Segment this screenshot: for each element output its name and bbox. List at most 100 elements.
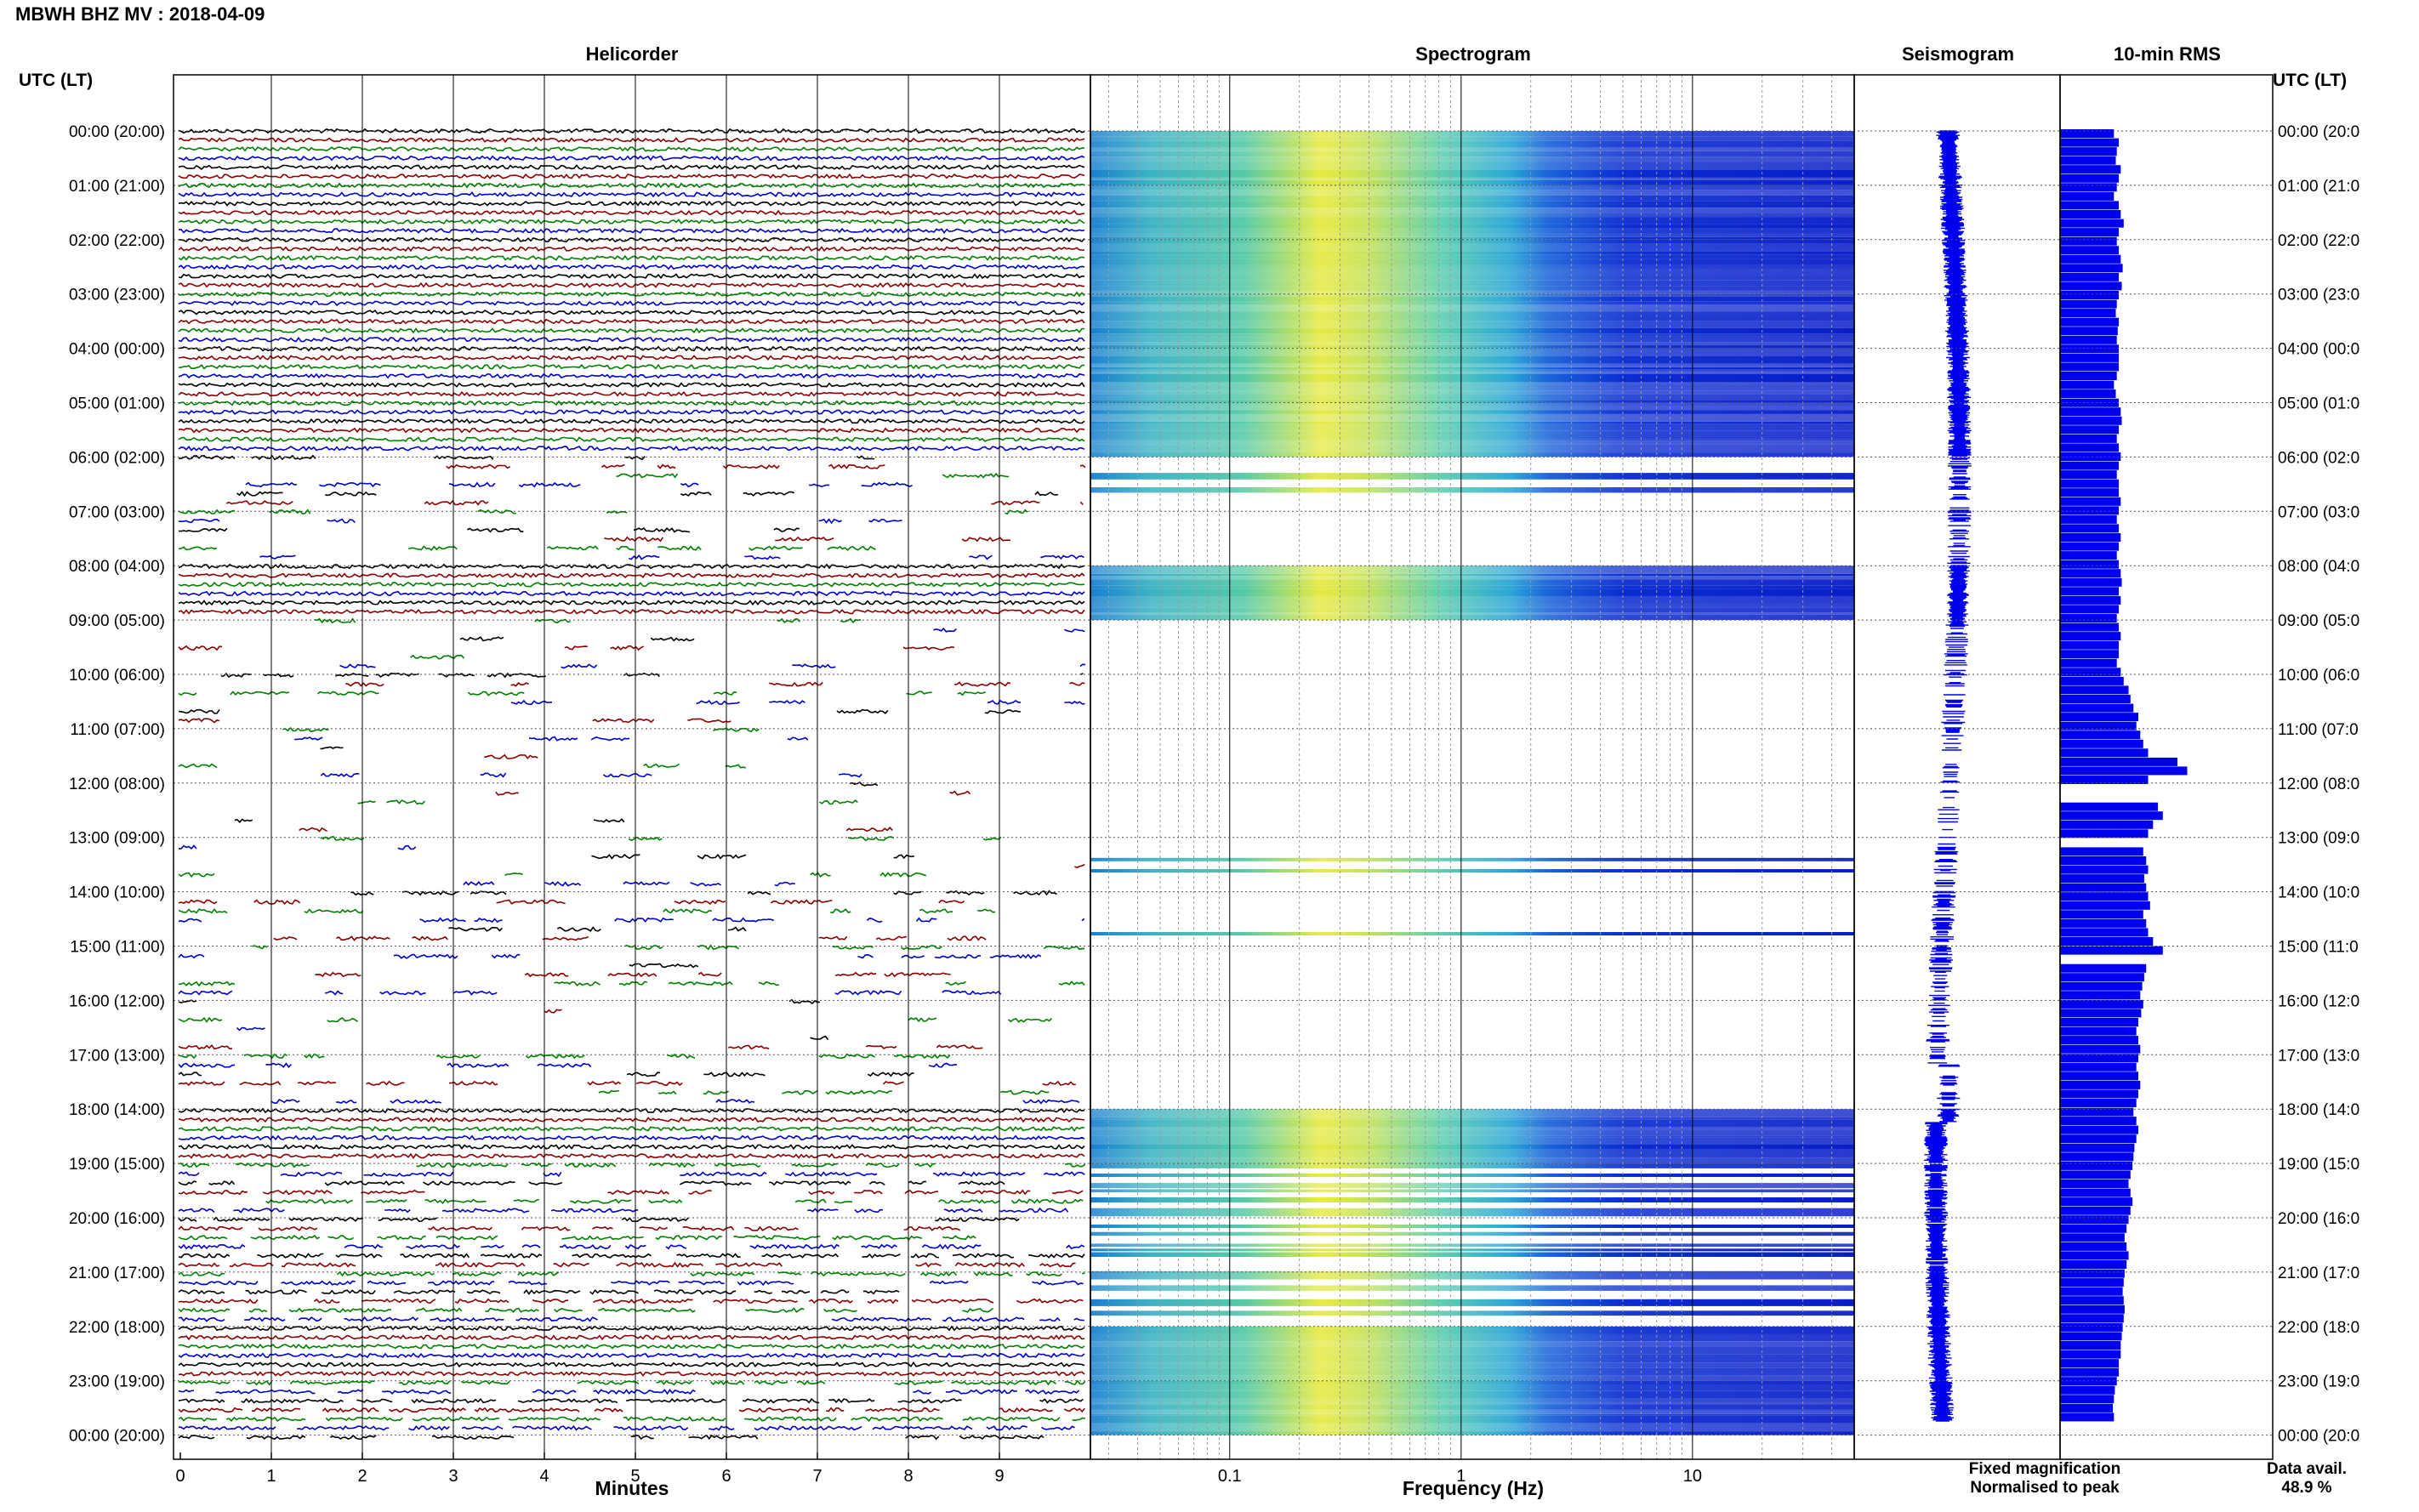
minute-tick-label: 0 xyxy=(175,1467,185,1486)
helicorder-trace xyxy=(178,164,1085,171)
rms-bar xyxy=(2060,937,2154,946)
helicorder-trace xyxy=(178,1407,1085,1413)
spectrogram-band xyxy=(1090,413,1854,422)
spectrogram-band xyxy=(1090,932,1854,935)
spectrogram-band xyxy=(1090,1409,1854,1414)
helicorder-trace xyxy=(179,1236,1084,1240)
spectrogram-band xyxy=(1090,373,1854,383)
time-label-left: 15:00 (11:00) xyxy=(70,939,165,957)
helicorder-trace xyxy=(350,890,1057,896)
spectrogram-band xyxy=(1090,1362,1854,1368)
spectrogram-title: Spectrogram xyxy=(1415,43,1531,65)
helicorder-trace xyxy=(178,345,1085,352)
rms-bar xyxy=(2060,210,2121,219)
rms-bar xyxy=(2060,327,2118,336)
rms-bar xyxy=(2060,452,2121,461)
spectrogram-band xyxy=(1090,430,1854,440)
spectrogram-band xyxy=(1090,1326,1854,1334)
time-label-right: 17:00 (13:0 xyxy=(2278,1047,2359,1065)
spectrogram-band xyxy=(1090,156,1854,162)
rms-bar xyxy=(2060,353,2119,362)
helicorder-trace xyxy=(178,1343,1085,1350)
minute-tick-label: 7 xyxy=(812,1467,822,1486)
spectrogram-band xyxy=(1090,1109,1854,1117)
spectrogram-band xyxy=(1090,1157,1854,1164)
rms-bar xyxy=(2060,847,2143,856)
spectrogram-band xyxy=(1090,452,1854,458)
spectrogram-band xyxy=(1090,217,1854,225)
helicorder-trace xyxy=(259,554,1084,560)
rms-bar xyxy=(2060,479,2119,488)
rms-bar xyxy=(2060,730,2141,740)
spectrogram-band xyxy=(1090,304,1854,312)
time-label-left: 12:00 (08:00) xyxy=(69,776,165,793)
time-label-left: 19:00 (15:00) xyxy=(69,1156,165,1174)
helicorder-trace xyxy=(178,445,1085,452)
spectrogram-band xyxy=(1090,369,1854,372)
helicorder-trace xyxy=(178,917,1085,924)
spectrogram-band xyxy=(1090,296,1854,302)
rms-bar xyxy=(2060,1341,2121,1350)
helicorder-trace xyxy=(178,1162,1086,1168)
helicorder-trace xyxy=(178,1280,1084,1287)
time-label-left: 04:00 (00:00) xyxy=(69,341,165,359)
rms-bar xyxy=(2060,1296,2124,1305)
rms-bar xyxy=(2060,703,2134,713)
helicorder-trace xyxy=(320,772,862,778)
minute-tick-label: 9 xyxy=(994,1467,1004,1486)
spectrogram-band xyxy=(1090,140,1854,148)
rms-bar xyxy=(2060,335,2117,344)
time-label-left: 17:00 (13:00) xyxy=(69,1047,165,1065)
helicorder-trace xyxy=(245,481,913,488)
spectrogram-band xyxy=(1090,1310,1854,1316)
rms-bar xyxy=(2060,1152,2134,1162)
rms-bar xyxy=(2060,676,2124,685)
helicorder-trace xyxy=(265,1198,1084,1205)
helicorder-trace xyxy=(178,590,1085,597)
spectrogram-band xyxy=(1090,1271,1854,1280)
time-label-left: 10:00 (06:00) xyxy=(69,667,165,685)
spectrogram-band xyxy=(1090,1333,1854,1341)
spectrogram-band xyxy=(1090,1119,1854,1128)
rms-bar xyxy=(2060,605,2119,614)
spectrogram-band xyxy=(1090,1252,1854,1254)
helicorder-trace xyxy=(178,1307,993,1313)
helicorder-trace xyxy=(178,281,1085,288)
rms-bar xyxy=(2060,1009,2142,1018)
helicorder-trace xyxy=(178,527,800,533)
helicorder-trace xyxy=(252,944,1085,951)
time-label-right: 04:00 (00:0 xyxy=(2278,341,2359,359)
spectrogram-band xyxy=(1090,1189,1854,1193)
helicorder-trace xyxy=(178,998,820,1005)
helicorder-trace xyxy=(178,219,1085,225)
rms-bar xyxy=(2060,1314,2124,1323)
rms-bar xyxy=(2060,1413,2114,1422)
spectrogram-band xyxy=(1090,1200,1854,1202)
helicorder-trace xyxy=(510,699,1085,706)
spectrogram-band xyxy=(1090,603,1854,608)
helicorder-trace xyxy=(315,971,951,978)
helicorder-trace xyxy=(178,1253,1085,1259)
rms-bar xyxy=(2060,739,2143,748)
helicorder-trace xyxy=(178,191,1085,198)
spectrogram-band xyxy=(1090,335,1854,343)
utc-label-right: UTC (LT) xyxy=(2273,71,2347,90)
rms-bar xyxy=(2060,1332,2122,1341)
spectrogram-band xyxy=(1090,1415,1854,1424)
frequency-axis-label: Frequency (Hz) xyxy=(1403,1477,1544,1499)
spectrogram-band xyxy=(1090,1380,1854,1385)
helicorder-trace xyxy=(339,663,1086,669)
spectrogram-band xyxy=(1090,190,1854,196)
time-label-right: 00:00 (20:0 xyxy=(2278,123,2359,141)
rms-bar xyxy=(2060,488,2119,497)
helicorder-trace xyxy=(282,726,760,733)
axes-frame: 00:00 (20:00) 00:00 (20:0 01:00 (21:00) 01:… xyxy=(69,74,2359,1486)
helicorder-trace xyxy=(178,318,1085,325)
spectrogram-band xyxy=(1090,185,1854,190)
rms-bar xyxy=(2060,668,2121,677)
rms-bar xyxy=(2060,1367,2119,1377)
helicorder-trace xyxy=(273,935,987,941)
spectrogram-band xyxy=(1090,372,1854,374)
spectrogram-panel xyxy=(1090,131,1854,1435)
helicorder-trace xyxy=(810,1035,829,1041)
